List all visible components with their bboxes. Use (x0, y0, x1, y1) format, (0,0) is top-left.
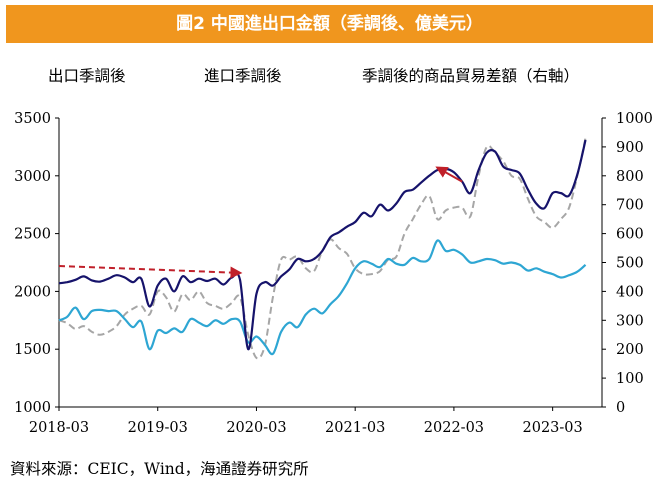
right-tick-label: 100 (616, 371, 644, 387)
right-tick-label: 600 (616, 227, 644, 243)
right-tick-label: 300 (616, 313, 644, 329)
right-tick-label: 700 (616, 198, 644, 214)
right-tick-label: 400 (616, 284, 644, 300)
left-tick-label: 3000 (14, 169, 51, 185)
right-tick-label: 500 (616, 256, 644, 272)
legend-imports: 進口季調後 (204, 67, 282, 85)
left-tick-label: 3500 (14, 111, 51, 127)
axes: 1000 1500 2000 2500 3000 3500 0 100 200 300 400 500… (14, 111, 653, 436)
left-tick-label: 2500 (14, 227, 51, 243)
source-note: 資料來源：CEIC，Wind，海通證券研究所 (10, 460, 309, 478)
x-tick-label: 2020-03 (226, 420, 286, 436)
right-tick-label: 800 (616, 169, 644, 185)
trade-chart: 1000 1500 2000 2500 3000 3500 0 100 200 300 400 500… (14, 111, 653, 436)
right-tick-label: 0 (616, 400, 625, 416)
trend-arrow-solid (435, 166, 463, 183)
x-tick-label: 2021-03 (325, 420, 385, 436)
x-tick-label: 2022-03 (424, 420, 484, 436)
left-tick-label: 1500 (14, 342, 51, 358)
series-line-balance (58, 137, 587, 360)
series-layer (58, 137, 587, 360)
chart-title: 圖2 中國進出口金額（季調後、億美元） (6, 5, 653, 43)
trend-arrow-dashed (58, 264, 243, 279)
legend-exports: 出口季調後 (48, 67, 126, 85)
annotations-layer (58, 166, 463, 279)
right-tick-label: 900 (616, 140, 644, 156)
left-tick-label: 2000 (14, 284, 51, 300)
right-tick-label: 200 (616, 342, 644, 358)
legend-balance: 季調後的商品貿易差額（右軸） (362, 67, 580, 85)
left-tick-label: 1000 (14, 400, 51, 416)
x-tick-label: 2023-03 (523, 420, 583, 436)
x-tick-label: 2018-03 (29, 420, 89, 436)
right-tick-label: 1000 (616, 111, 653, 127)
series-line-exports (58, 139, 587, 351)
series-line-imports (58, 239, 587, 356)
x-tick-label: 2019-03 (128, 420, 188, 436)
